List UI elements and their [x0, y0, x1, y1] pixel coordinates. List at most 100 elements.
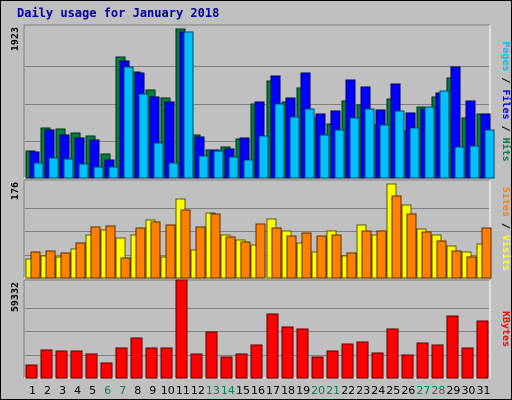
- legend-sites: Sites: [500, 187, 512, 217]
- bar-kbytes-day-28: [431, 344, 444, 379]
- day-label: 16: [251, 384, 265, 397]
- legend-text: KBytes: [500, 311, 511, 347]
- day-label: 6: [104, 384, 111, 397]
- day-label: 13: [206, 384, 220, 397]
- bar-sites-day-12: [195, 226, 206, 279]
- legend-visits-sites: Sites / Visits: [500, 187, 512, 271]
- legend-hits: Hits: [500, 138, 512, 162]
- bar-kbytes-day-7: [115, 347, 128, 379]
- bar-kbytes-day-29: [446, 315, 459, 379]
- day-label: 30: [461, 384, 475, 397]
- bar-kbytes-day-8: [130, 337, 143, 379]
- bar-sites-day-22: [346, 252, 357, 279]
- bar-kbytes-day-22: [341, 343, 354, 379]
- bar-pages-day-20: [319, 134, 330, 179]
- bar-kbytes-day-26: [401, 354, 414, 379]
- bar-sites-day-15: [240, 241, 251, 279]
- bar-sites-day-5: [90, 226, 101, 279]
- y-max-label: 59332: [10, 282, 21, 312]
- legend-pages: Pages: [500, 41, 511, 71]
- day-label: 5: [89, 384, 96, 397]
- day-label: 25: [386, 384, 400, 397]
- bar-kbytes-day-27: [416, 342, 429, 379]
- day-label: 22: [341, 384, 355, 397]
- bar-kbytes-day-4: [70, 350, 83, 379]
- day-label: 26: [401, 384, 415, 397]
- bar-pages-day-24: [379, 124, 390, 179]
- bar-kbytes-day-12: [190, 353, 203, 379]
- day-label: 20: [311, 384, 325, 397]
- legend-separator: /: [500, 71, 511, 89]
- legend-text: Pages / Files / Hits: [500, 41, 512, 161]
- bar-kbytes-day-2: [40, 349, 53, 379]
- bar-kbytes-day-3: [55, 350, 68, 379]
- bar-pages-day-5: [93, 166, 104, 179]
- bar-pages-day-23: [364, 108, 375, 179]
- bar-pages-day-12: [198, 155, 209, 179]
- day-label: 31: [476, 384, 490, 397]
- bar-pages-day-10: [168, 162, 179, 179]
- bar-sites-day-17: [271, 227, 282, 279]
- day-label: 17: [266, 384, 280, 397]
- bar-kbytes-day-19: [296, 328, 309, 379]
- bar-pages-day-9: [153, 142, 164, 179]
- bar-pages-day-1: [33, 162, 44, 179]
- bar-kbytes-day-31: [476, 320, 489, 379]
- bar-sites-day-13: [210, 213, 221, 279]
- panel-kbytes: 59332 KBytes: [10, 279, 511, 379]
- day-label: 15: [236, 384, 250, 397]
- y-max-label: 1923: [10, 27, 21, 51]
- legend-visits: Visits: [500, 235, 512, 271]
- bar-pages-day-6: [108, 166, 119, 179]
- bar-pages-day-4: [78, 163, 89, 179]
- bar-pages-day-17: [274, 103, 285, 179]
- bar-sites-day-9: [150, 221, 161, 279]
- bar-pages-day-2: [48, 157, 59, 179]
- legend-separator: /: [500, 217, 511, 235]
- day-label: 23: [356, 384, 370, 397]
- bar-kbytes-day-18: [281, 326, 294, 379]
- day-label: 28: [431, 384, 445, 397]
- legend-separator: /: [500, 120, 511, 138]
- bar-kbytes-day-30: [461, 347, 474, 379]
- bar-sites-day-1: [30, 251, 41, 279]
- bar-pages-day-13: [213, 150, 224, 179]
- bar-sites-day-4: [75, 242, 86, 279]
- bar-sites-day-27: [421, 231, 432, 279]
- bar-sites-day-26: [406, 213, 417, 279]
- bar-sites-day-21: [331, 234, 342, 279]
- bar-kbytes-day-25: [386, 328, 399, 379]
- bar-kbytes-day-5: [85, 353, 98, 379]
- bar-pages-day-31: [484, 129, 495, 179]
- bar-kbytes-day-14: [220, 356, 233, 379]
- bar-pages-day-19: [304, 108, 315, 179]
- day-label: 11: [176, 384, 190, 397]
- bar-kbytes-day-20: [311, 356, 324, 379]
- day-label: 27: [416, 384, 430, 397]
- day-label: 18: [281, 384, 295, 397]
- bar-kbytes-day-13: [205, 331, 218, 379]
- bar-pages-day-8: [138, 93, 149, 179]
- bar-pages-day-15: [243, 159, 254, 179]
- bar-pages-day-21: [334, 129, 345, 179]
- bar-pages-day-7: [123, 66, 134, 179]
- bar-sites-day-31: [481, 227, 492, 279]
- day-label: 21: [326, 384, 340, 397]
- bar-sites-day-28: [436, 240, 447, 279]
- bar-kbytes-day-10: [160, 347, 173, 379]
- legend-kbytes: KBytes: [500, 311, 511, 347]
- chart-title: Daily usage for January 2018: [17, 6, 220, 20]
- bar-kbytes-day-23: [356, 341, 369, 379]
- bar-sites-day-11: [180, 209, 191, 279]
- bar-sites-day-10: [165, 224, 176, 279]
- day-label: 7: [119, 384, 126, 397]
- day-label: 1: [29, 384, 36, 397]
- bar-sites-day-18: [286, 235, 297, 279]
- bar-pages-day-27: [424, 106, 435, 179]
- panel-visits-sites: 176 Sites / Visits: [10, 179, 512, 279]
- bar-sites-day-3: [60, 252, 71, 279]
- bar-sites-day-7: [120, 257, 131, 279]
- bar-sites-day-6: [105, 225, 116, 279]
- legend-hits-files-pages: Pages / Files / Hits: [500, 41, 512, 161]
- bar-kbytes-day-15: [235, 353, 248, 379]
